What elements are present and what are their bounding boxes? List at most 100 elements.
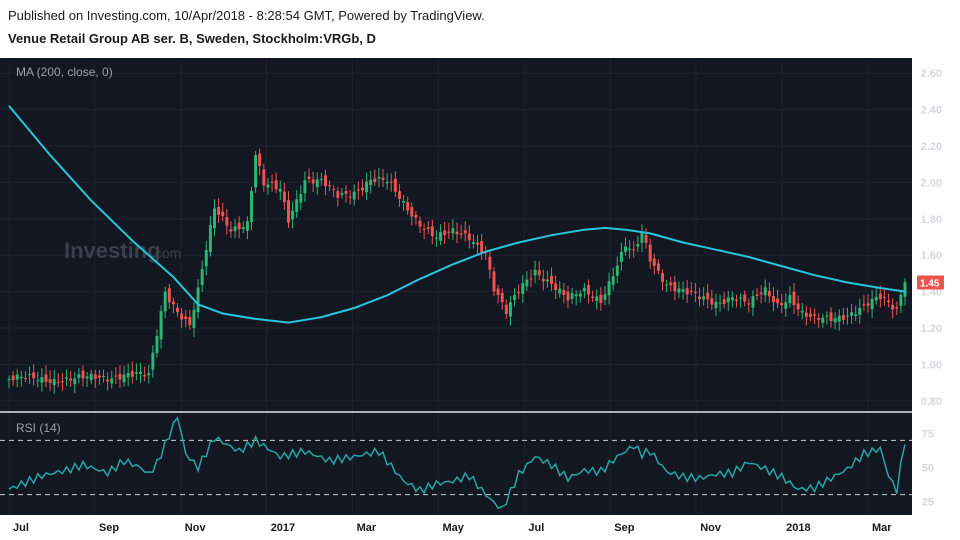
candle-body	[344, 191, 348, 194]
candle-body	[287, 200, 290, 223]
price-tick-label: 1.40	[921, 287, 942, 299]
candle-body	[603, 294, 607, 300]
candle-body	[151, 352, 155, 370]
rsi-line	[8, 416, 906, 510]
candle-body	[800, 310, 804, 313]
candle-body	[689, 290, 693, 292]
candle-body	[204, 250, 208, 267]
candle-body	[245, 221, 249, 231]
candle-body	[698, 296, 701, 300]
time-tick-label: May	[443, 522, 465, 534]
candle-body	[410, 207, 414, 217]
candle-body	[710, 298, 714, 305]
candle-body	[792, 291, 796, 306]
candle-body	[213, 208, 216, 229]
candle-body	[611, 276, 615, 285]
candle-body	[52, 379, 56, 386]
candle-body	[192, 309, 196, 328]
candle-body	[833, 318, 837, 323]
candle-body	[702, 296, 706, 300]
price-tick-label: 2.20	[921, 141, 942, 153]
candle-body	[307, 176, 311, 180]
candle-body	[73, 378, 77, 385]
candle-body	[393, 178, 397, 192]
candle-body	[56, 382, 60, 384]
candle-body	[81, 370, 85, 379]
candle-body	[648, 244, 652, 262]
candle-body	[681, 289, 685, 292]
candle-body	[139, 371, 143, 374]
candle-body	[60, 381, 64, 383]
watermark-suffix: .com	[151, 245, 181, 261]
candle-body	[480, 241, 484, 254]
candle-body	[299, 194, 303, 203]
candle-body	[377, 176, 381, 179]
candle-body	[628, 248, 632, 251]
candle-body	[652, 258, 656, 266]
candle-body	[323, 175, 327, 187]
candle-body	[147, 373, 151, 376]
candle-body	[566, 291, 570, 301]
candle-body	[180, 313, 184, 320]
candle-body	[422, 228, 426, 230]
candle-body	[714, 302, 718, 309]
rsi-tick-label: 50	[922, 463, 934, 475]
rsi-indicator-label: RSI (14)	[16, 421, 61, 435]
price-tick-label: 1.80	[921, 214, 942, 226]
candle-body	[525, 279, 529, 287]
candle-body	[217, 206, 221, 215]
candle-body	[665, 284, 669, 286]
candle-body	[504, 304, 508, 314]
candle-body	[266, 184, 270, 188]
chart-background	[0, 58, 912, 515]
candle-body	[406, 202, 410, 211]
candle-body	[755, 294, 759, 296]
candle-body	[118, 373, 122, 380]
candle-body	[455, 231, 459, 235]
rsi-axis: 75 50 25	[922, 429, 934, 509]
candle-body	[619, 251, 623, 262]
candle-body	[463, 230, 467, 234]
price-tick-label: 2.00	[921, 177, 942, 189]
price-tick-label: 1.00	[921, 359, 942, 371]
candle-body	[159, 311, 163, 340]
candle-body	[225, 217, 229, 226]
candle-body	[171, 301, 175, 305]
candle-body	[451, 228, 455, 234]
candle-body	[237, 222, 241, 230]
candle-body	[414, 214, 418, 218]
candle-body	[866, 303, 870, 306]
candle-body	[767, 290, 771, 297]
candle-body	[599, 294, 603, 303]
candle-body	[718, 302, 722, 304]
candle-body	[776, 298, 780, 304]
candle-body	[443, 230, 447, 236]
candle-body	[360, 187, 364, 191]
candle-body	[587, 285, 591, 295]
rsi-tick-label: 75	[922, 429, 934, 441]
candle-body	[578, 293, 582, 297]
candle-body	[11, 375, 15, 381]
candle-body	[188, 316, 192, 325]
candle-body	[184, 316, 188, 319]
candle-body	[262, 169, 266, 186]
candle-body	[595, 296, 599, 302]
candle-body	[110, 378, 114, 384]
candle-body	[385, 181, 389, 184]
watermark-brand: Investing	[64, 238, 161, 263]
candle-body	[434, 237, 438, 239]
candle-body	[167, 288, 171, 303]
candle-body	[607, 281, 611, 296]
price-axis: 2.60 2.40 2.20 2.00 1.80 1.60 1.40 1.20 1.00 0.80	[921, 68, 942, 408]
candle-body	[878, 293, 882, 299]
candle-body	[459, 233, 463, 235]
candle-body	[636, 243, 640, 247]
candle-body	[196, 287, 200, 313]
candle-body	[250, 190, 253, 223]
candle-body	[328, 185, 332, 187]
candle-body	[837, 315, 841, 322]
candle-body	[241, 227, 245, 230]
candle-body	[632, 249, 636, 251]
candle-body	[89, 373, 93, 381]
candle-body	[841, 315, 845, 320]
